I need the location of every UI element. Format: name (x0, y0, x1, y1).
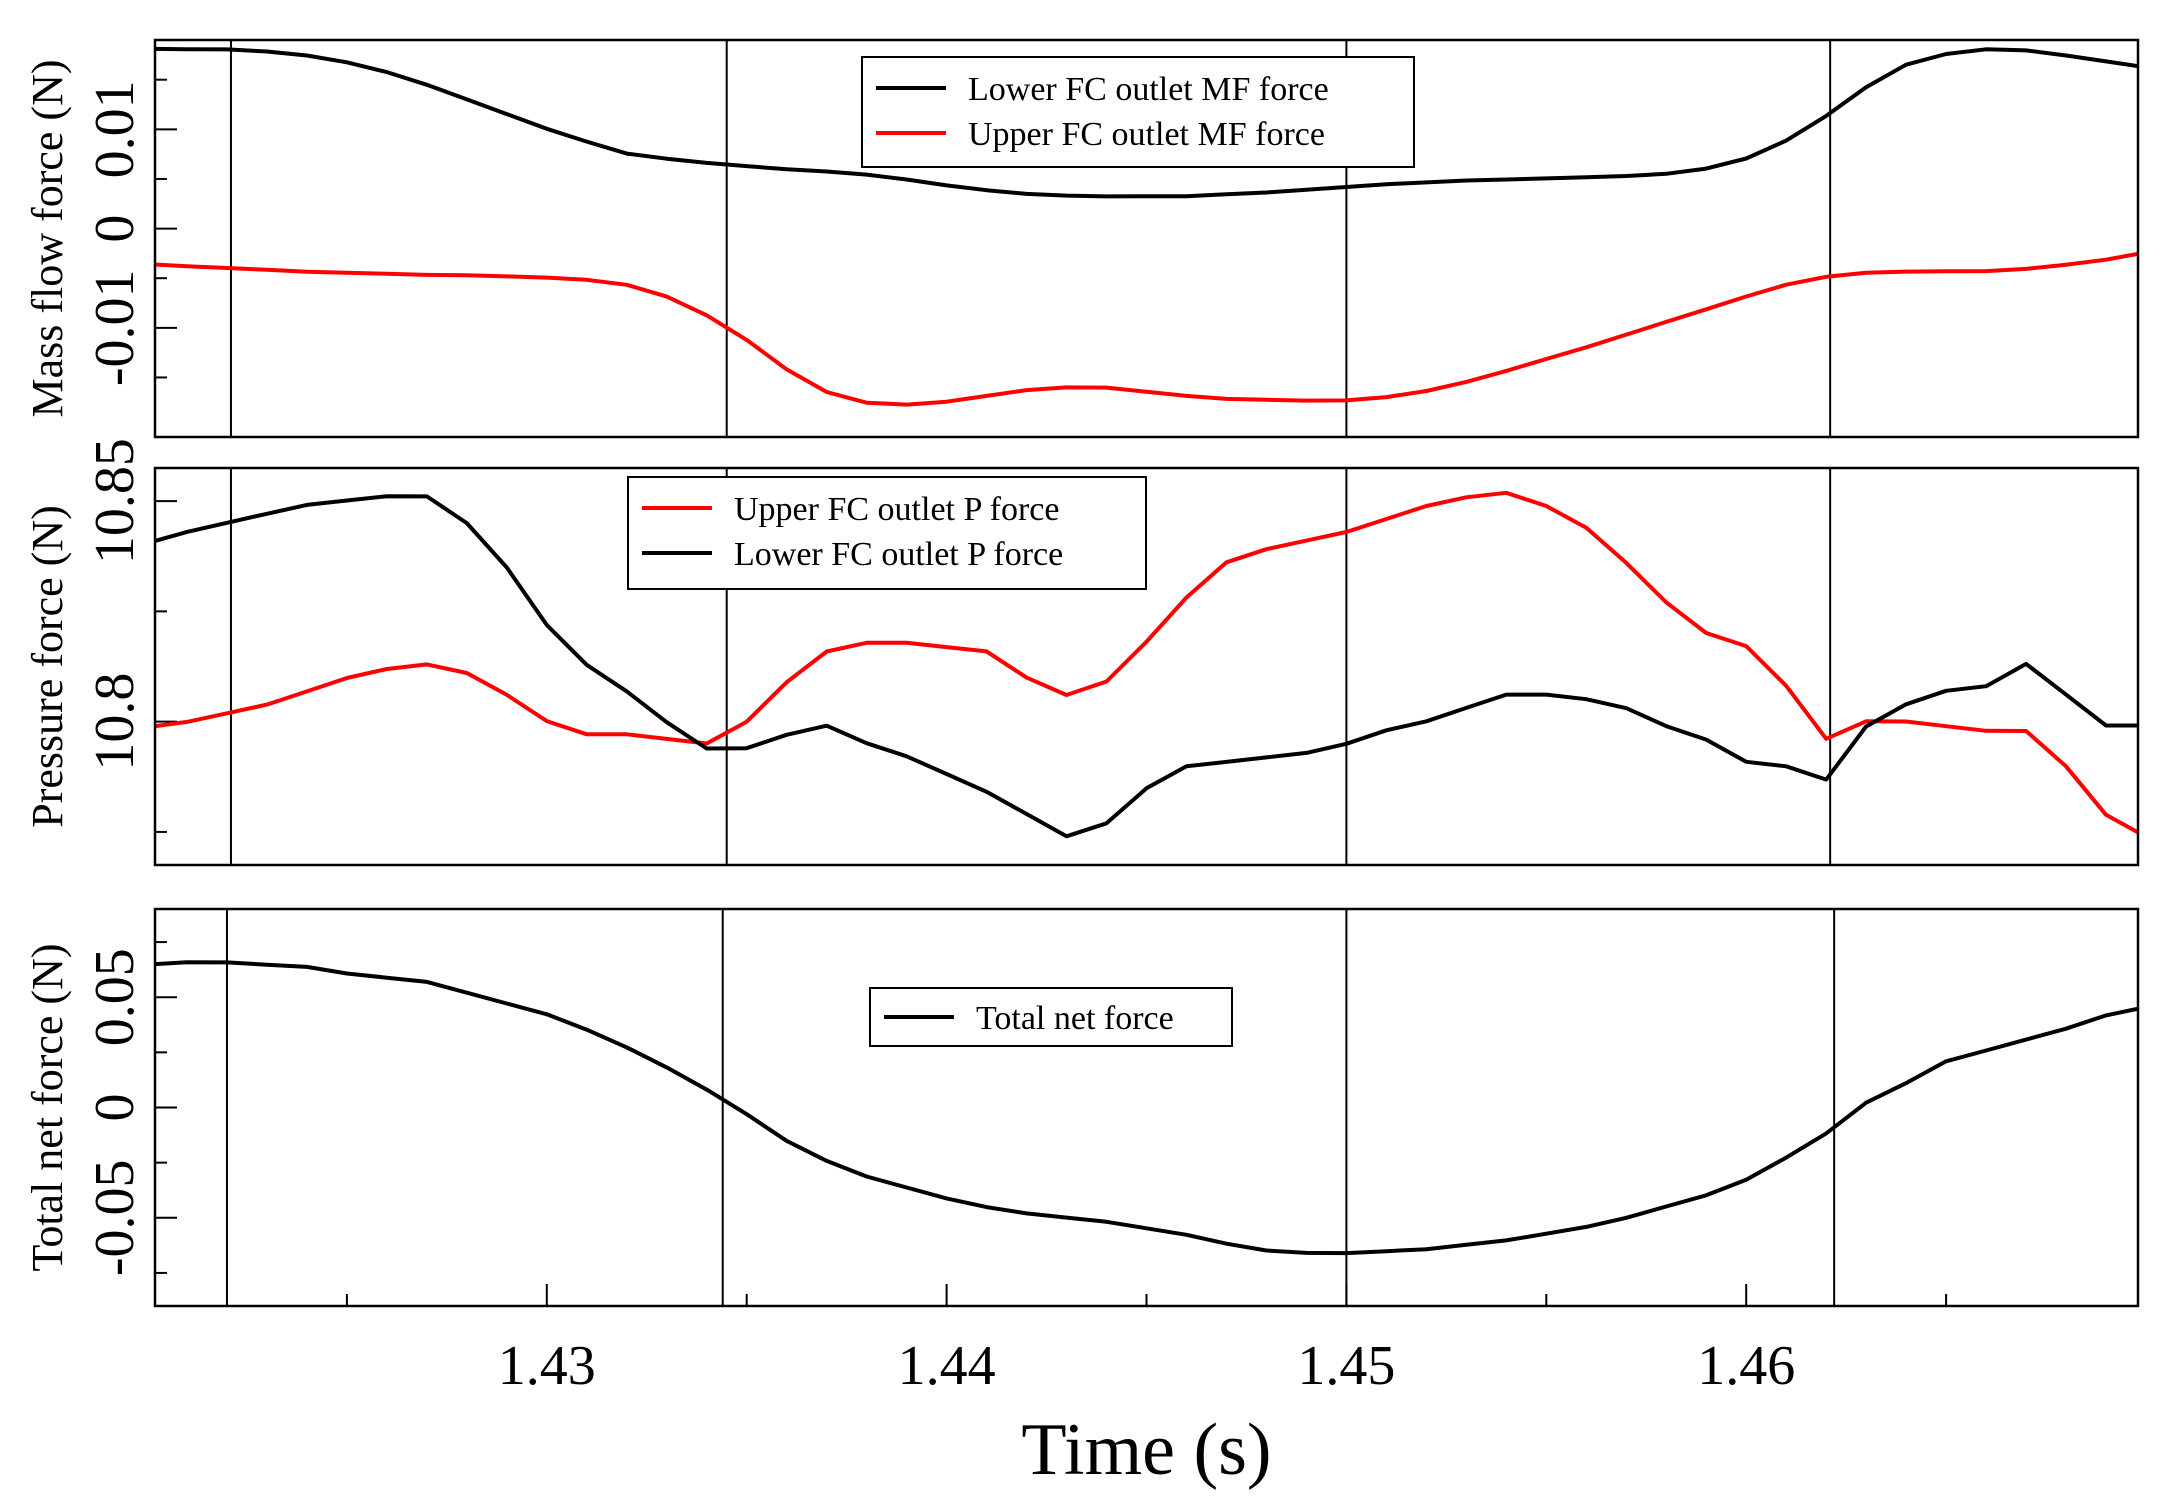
series-line-total-net-force (155, 960, 2138, 1256)
legend-label: Lower FC outlet P force (734, 536, 1063, 573)
y-tick-label: -0.01 (84, 269, 146, 386)
y-tick-label: 0.05 (84, 948, 146, 1046)
x-tick-label: 1.44 (898, 1335, 996, 1397)
x-tick-label: 1.45 (1297, 1335, 1395, 1397)
y-tick-label: -0.05 (84, 1159, 146, 1276)
legend-label: Total net force (976, 1000, 1174, 1037)
y-axis-label: Mass flow force (N) (23, 60, 72, 418)
series-line-lower-fc-outlet-p-force (155, 494, 2138, 839)
x-tick-label: 1.46 (1697, 1335, 1795, 1397)
y-tick-label: 0 (84, 215, 146, 243)
legend-label: Upper FC outlet P force (734, 491, 1059, 528)
y-tick-label: 10.85 (84, 438, 146, 564)
plot-frame (153, 907, 2140, 1308)
y-tick-label: 10.8 (84, 673, 146, 771)
legend-label: Upper FC outlet MF force (968, 116, 1325, 153)
series-line-lower-fc-outlet-mf-force (155, 46, 2138, 199)
plot-frame (153, 38, 2140, 439)
x-tick-label: 1.43 (498, 1335, 596, 1397)
y-tick-label: 0.01 (84, 80, 146, 178)
legend-box (627, 476, 1147, 590)
y-axis-label: Total net force (N) (23, 944, 72, 1272)
plot-frame (153, 466, 2140, 867)
legend-label: Lower FC outlet MF force (968, 71, 1329, 108)
series-line-upper-fc-outlet-mf-force (155, 251, 2138, 407)
series-line-upper-fc-outlet-p-force (155, 490, 2138, 835)
panel-total-net: -0.05 0 0.05 1.43 1.44 1.45 1.46 Total net forc… (23, 907, 2140, 1491)
y-axis-label: Pressure force (N) (23, 505, 72, 828)
y-tick-label: 0 (84, 1094, 146, 1122)
legend-box (861, 56, 1415, 168)
x-axis-label: Time (s) (1021, 1409, 1271, 1491)
